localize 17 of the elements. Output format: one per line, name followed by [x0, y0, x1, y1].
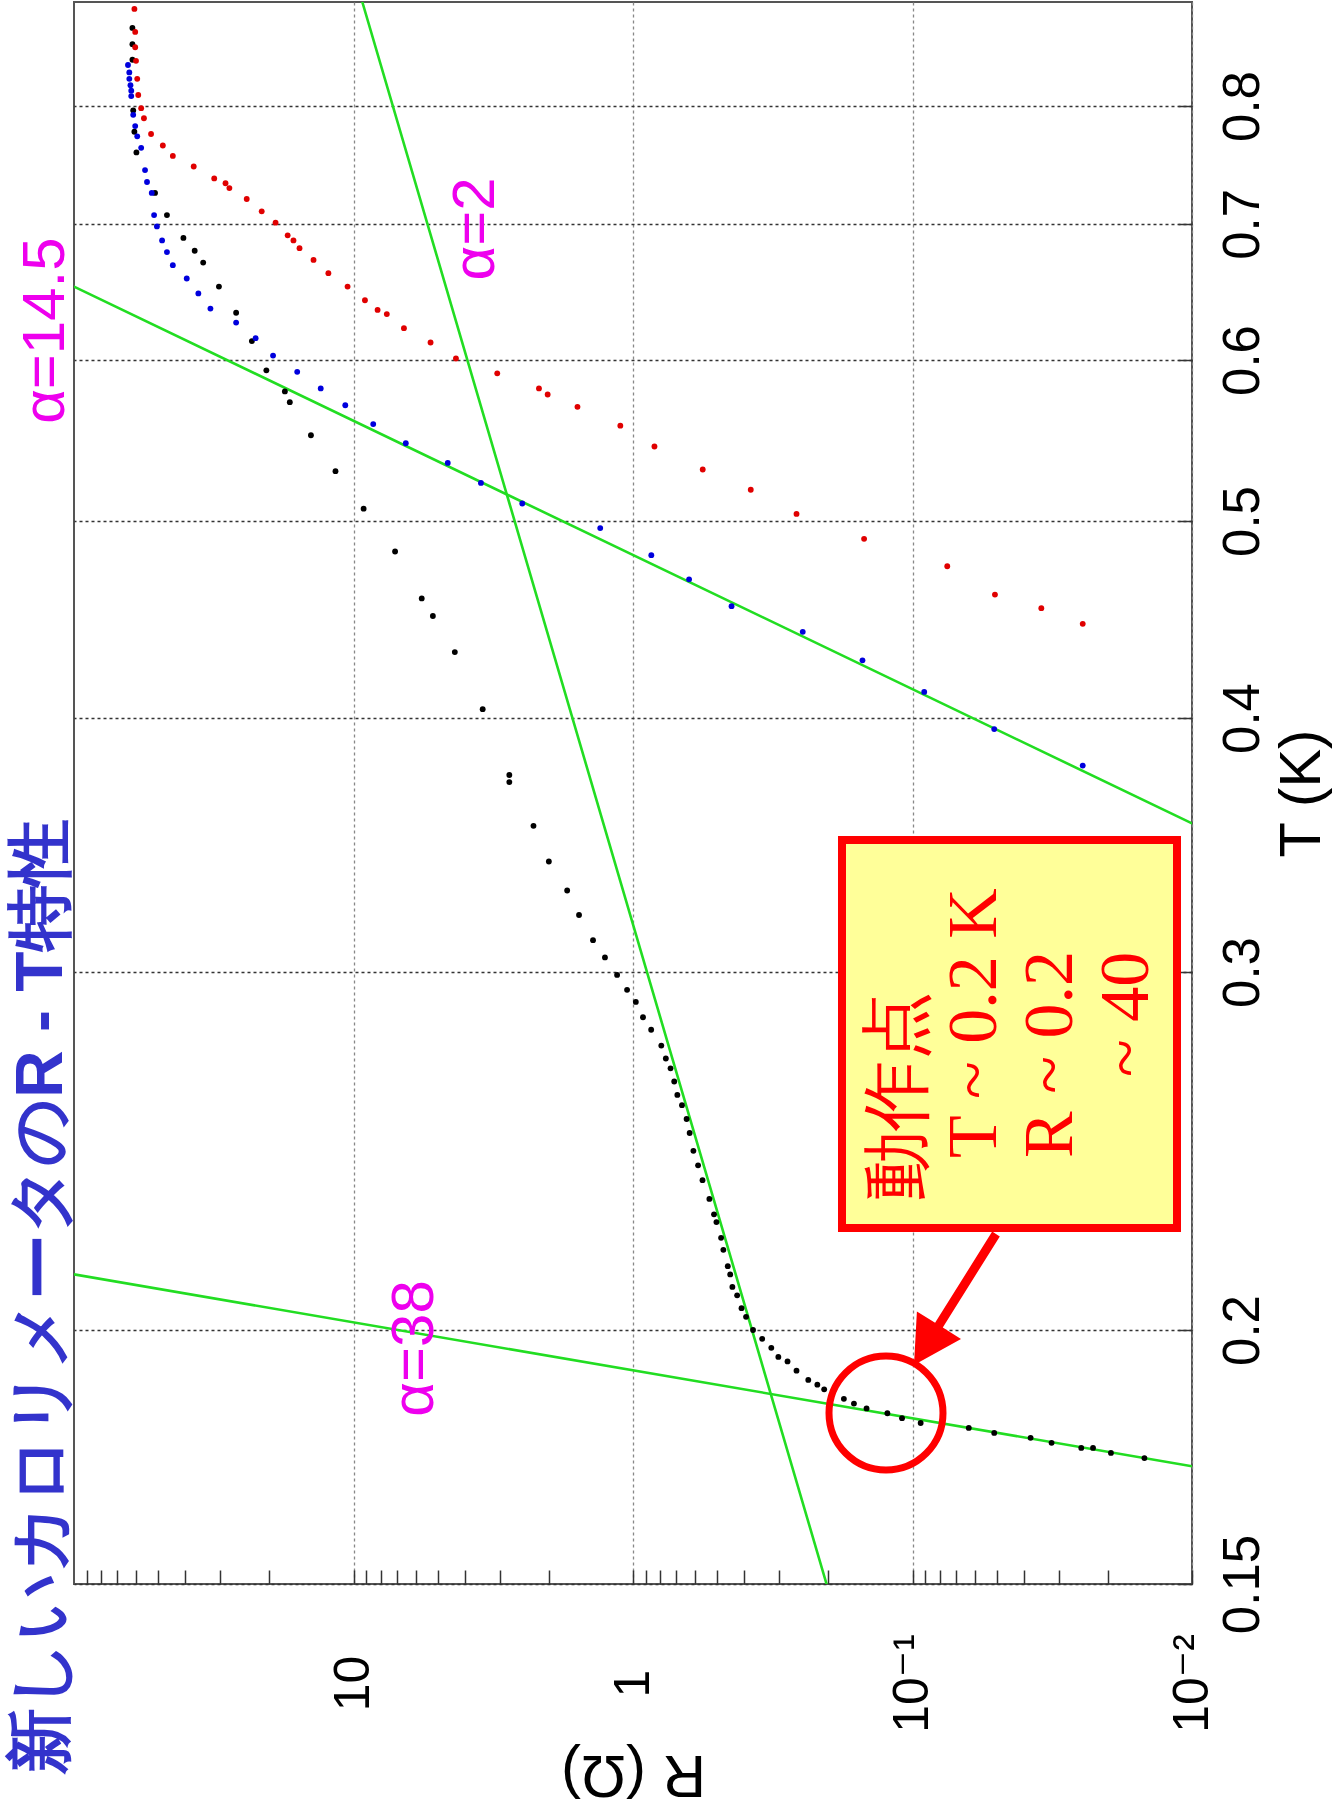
y-tick-label: 0.3	[1212, 937, 1270, 1008]
y-tick-label: 0.5	[1212, 486, 1270, 557]
y-tick-label: 0.2	[1212, 1295, 1270, 1366]
x-tick-label: 10⁻²	[1162, 1634, 1219, 1733]
x-tick-label: 10⁻¹	[883, 1634, 939, 1733]
annotation: 動作点 T ~ 0.2 K R ~ 0.2 ~ 40	[858, 888, 1163, 1201]
y-tick-label: 0.15	[1212, 1534, 1270, 1635]
text: α=2	[440, 177, 508, 281]
text: α=38	[379, 1280, 446, 1417]
text: 新しいカロリメータのR - T特性	[2, 819, 76, 1775]
x-axis-title: R (Ω)	[561, 1742, 706, 1810]
x-tick-label: 10	[324, 1655, 380, 1712]
y-tick-label: 0.8	[1212, 71, 1270, 142]
text: α=14.5	[10, 237, 77, 424]
x-tick-label: 1	[603, 1669, 660, 1698]
y-tick-label: 0.6	[1212, 325, 1270, 396]
y-tick-label: 0.7	[1212, 188, 1270, 260]
